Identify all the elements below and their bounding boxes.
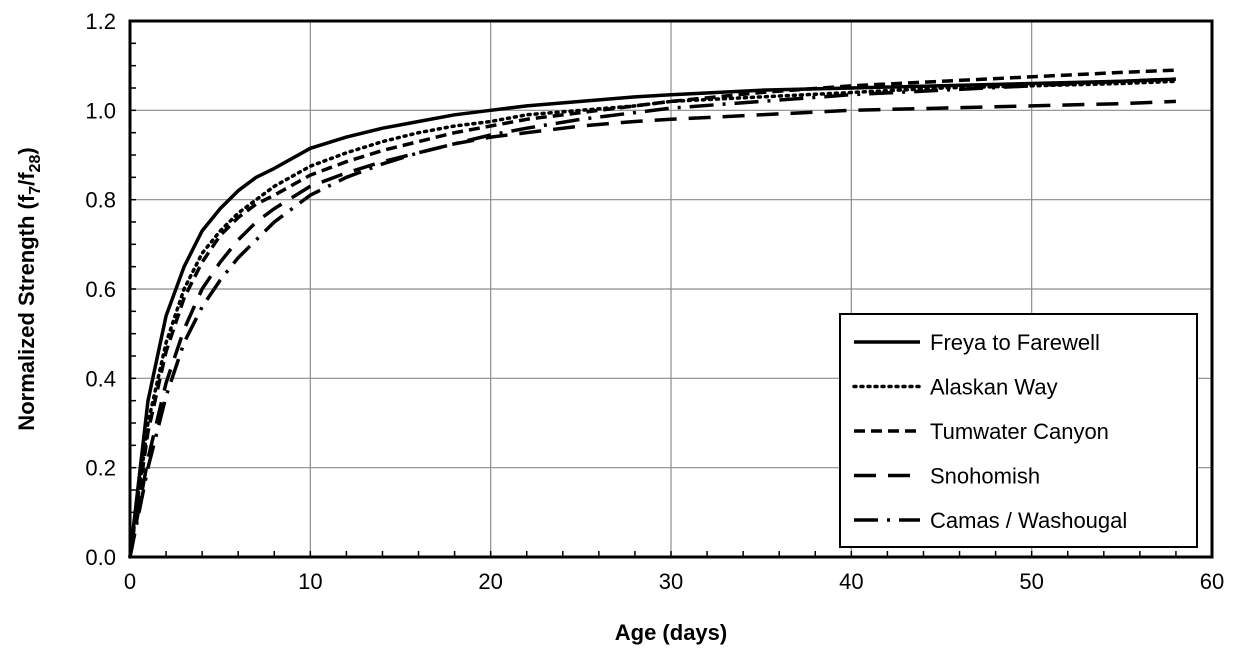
series-layer bbox=[128, 68, 1178, 559]
legend: Freya to Farewell Alaskan Way Tumwater Can… bbox=[839, 313, 1198, 548]
legend-label-0: Freya to Farewell bbox=[930, 330, 1100, 355]
legend-label-2: Tumwater Canyon bbox=[930, 419, 1109, 444]
y-tick-label: 0.6 bbox=[85, 277, 116, 302]
y-tick-label: 1.0 bbox=[85, 98, 116, 123]
y-title-mid: /f bbox=[14, 172, 39, 186]
y-tick-labels: 0.0 0.2 0.4 0.6 0.8 1.0 1.2 bbox=[85, 9, 116, 570]
y-tick-label: 1.2 bbox=[85, 9, 116, 34]
x-tick-label: 30 bbox=[659, 569, 683, 594]
x-tick-label: 40 bbox=[839, 569, 863, 594]
x-axis-title: Age (days) bbox=[615, 620, 727, 645]
series-line-3 bbox=[128, 99, 1176, 558]
x-tick-label: 50 bbox=[1019, 569, 1043, 594]
y-title-suffix: ) bbox=[14, 147, 39, 154]
y-tick-label: 0.4 bbox=[85, 366, 116, 391]
series-line-1 bbox=[128, 79, 1178, 559]
y-tick-label: 0.0 bbox=[85, 545, 116, 570]
x-tick-labels: 0 10 20 30 40 50 60 bbox=[124, 569, 1224, 594]
minor-ticks bbox=[130, 42, 1177, 557]
legend-box bbox=[839, 313, 1198, 548]
series-line-0 bbox=[128, 77, 1176, 558]
x-tick-label: 0 bbox=[124, 569, 136, 594]
x-tick-label: 60 bbox=[1200, 569, 1224, 594]
legend-label-1: Alaskan Way bbox=[930, 375, 1058, 400]
y-tick-label: 0.2 bbox=[85, 456, 116, 481]
y-tick-label: 0.8 bbox=[85, 188, 116, 213]
y-title-prefix: Normalized Strength (f bbox=[14, 194, 39, 431]
legend-items: Freya to Farewell Alaskan Way Tumwater Can… bbox=[852, 330, 1127, 533]
y-axis-title: Normalized Strength (f7/f28) bbox=[14, 147, 44, 430]
legend-label-3: Snohomish bbox=[930, 464, 1040, 489]
legend-label-4: Camas / Washougal bbox=[930, 508, 1127, 533]
y-title-sub2: 28 bbox=[27, 155, 44, 173]
grid bbox=[130, 21, 1212, 557]
x-tick-label: 20 bbox=[478, 569, 502, 594]
y-title-sub1: 7 bbox=[27, 186, 44, 195]
x-tick-label: 10 bbox=[298, 569, 322, 594]
